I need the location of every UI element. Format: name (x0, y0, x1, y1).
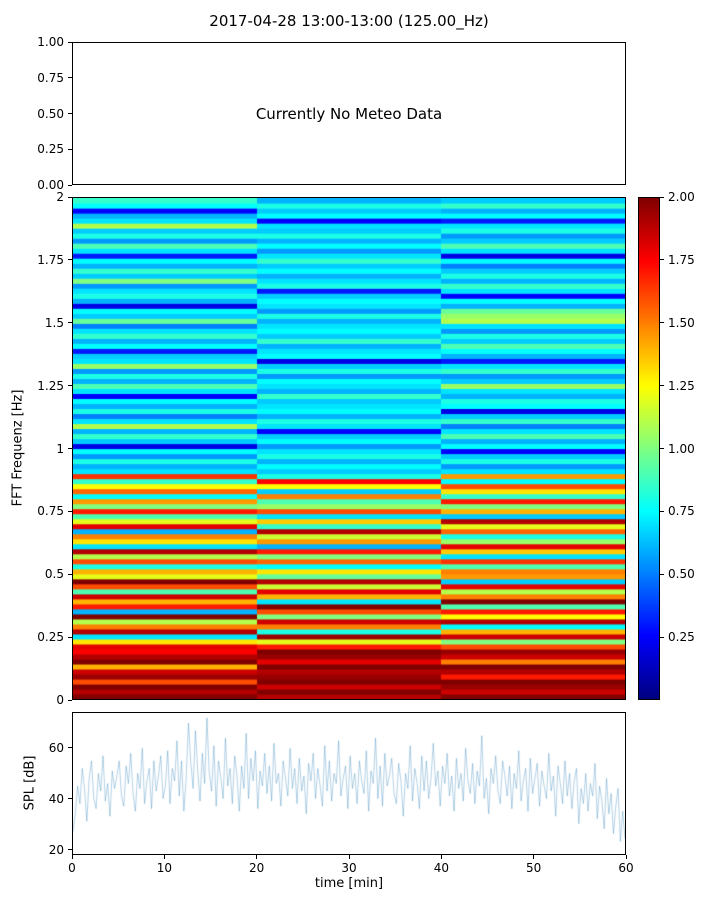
y-tick-mark (68, 385, 72, 387)
y-tick-label: 20 (48, 842, 64, 857)
y-tick-mark (68, 798, 72, 800)
y-tick-label: 0 (56, 693, 64, 707)
figure-title: 2017-04-28 13:00-13:00 (125.00_Hz) (209, 12, 489, 30)
y-tick-mark (68, 747, 72, 749)
y-tick-mark (68, 184, 72, 186)
y-tick-mark (68, 113, 72, 114)
y-tick-mark (68, 699, 72, 701)
y-tick-label: 0.75 (37, 70, 64, 85)
x-tick-label: 20 (249, 861, 265, 875)
y-tick-label: 0.50 (37, 106, 64, 121)
y-tick-mark (68, 322, 72, 324)
y-tick-label: 1.75 (37, 252, 64, 267)
y-tick-label: 1.00 (37, 35, 64, 49)
y-tick-label: 1.25 (37, 378, 64, 393)
colorbar-tick-mark (660, 196, 664, 198)
x-tick-mark (625, 855, 627, 859)
y-tick-mark (68, 636, 72, 638)
y-tick-label: 0.25 (37, 142, 64, 157)
y-tick-label: 1.5 (44, 315, 64, 330)
colorbar-tick-mark (660, 510, 664, 512)
spectrogram-panel (72, 197, 626, 700)
time-xlabel: time [min] (314, 876, 384, 891)
x-tick-label: 30 (341, 861, 357, 875)
colorbar-tick-label: 1.75 (668, 252, 695, 267)
x-tick-label: 60 (618, 861, 634, 875)
y-tick-label: 0.75 (37, 504, 64, 519)
y-tick-label: 60 (48, 740, 64, 755)
x-tick-label: 10 (156, 861, 172, 875)
y-tick-mark (68, 148, 72, 150)
y-tick-mark (68, 41, 72, 43)
y-tick-label: 40 (48, 791, 64, 806)
y-tick-label: 1 (56, 441, 64, 456)
meteo-panel: Currently No Meteo Data (72, 42, 626, 185)
colorbar-tick-mark (660, 322, 664, 324)
y-tick-mark (68, 510, 72, 512)
x-tick-label: 40 (433, 861, 449, 875)
colorbar-gradient (639, 198, 659, 699)
y-tick-mark (68, 573, 72, 575)
colorbar-tick-label: 0.50 (668, 567, 695, 582)
y-tick-mark (68, 196, 72, 198)
y-tick-mark (68, 77, 72, 79)
x-tick-mark (533, 855, 535, 859)
colorbar-tick-mark (660, 448, 664, 449)
colorbar-tick-mark (660, 636, 664, 638)
meteo-message: Currently No Meteo Data (255, 104, 443, 123)
colorbar-tick-label: 1.25 (668, 378, 695, 393)
y-tick-mark (68, 849, 72, 851)
x-tick-label: 0 (68, 861, 76, 875)
y-tick-label: 2 (56, 190, 64, 204)
y-tick-label: 0.5 (44, 567, 64, 582)
colorbar-tick-label: 0.25 (668, 630, 695, 645)
colorbar-tick-label: 1.50 (668, 315, 695, 330)
y-tick-label: 0.00 (37, 178, 64, 192)
x-tick-mark (163, 855, 165, 859)
colorbar-tick-mark (660, 259, 664, 261)
x-tick-mark (256, 855, 258, 859)
y-tick-mark (68, 259, 72, 261)
colorbar-tick-mark (660, 573, 664, 575)
spectrogram-heatmap (73, 198, 625, 699)
colorbar-tick-label: 2.00 (668, 190, 695, 204)
x-tick-label: 50 (526, 861, 542, 875)
x-tick-mark (71, 855, 73, 859)
spl-line-chart (73, 713, 625, 854)
y-tick-label: 0.25 (37, 630, 64, 645)
colorbar-tick-label: 1.00 (668, 441, 695, 456)
spl-panel (72, 712, 626, 855)
colorbar (638, 197, 660, 700)
x-tick-mark (348, 855, 350, 859)
x-tick-mark (440, 855, 442, 859)
y-tick-mark (68, 448, 72, 449)
colorbar-tick-mark (660, 385, 664, 387)
colorbar-tick-label: 0.75 (668, 504, 695, 519)
